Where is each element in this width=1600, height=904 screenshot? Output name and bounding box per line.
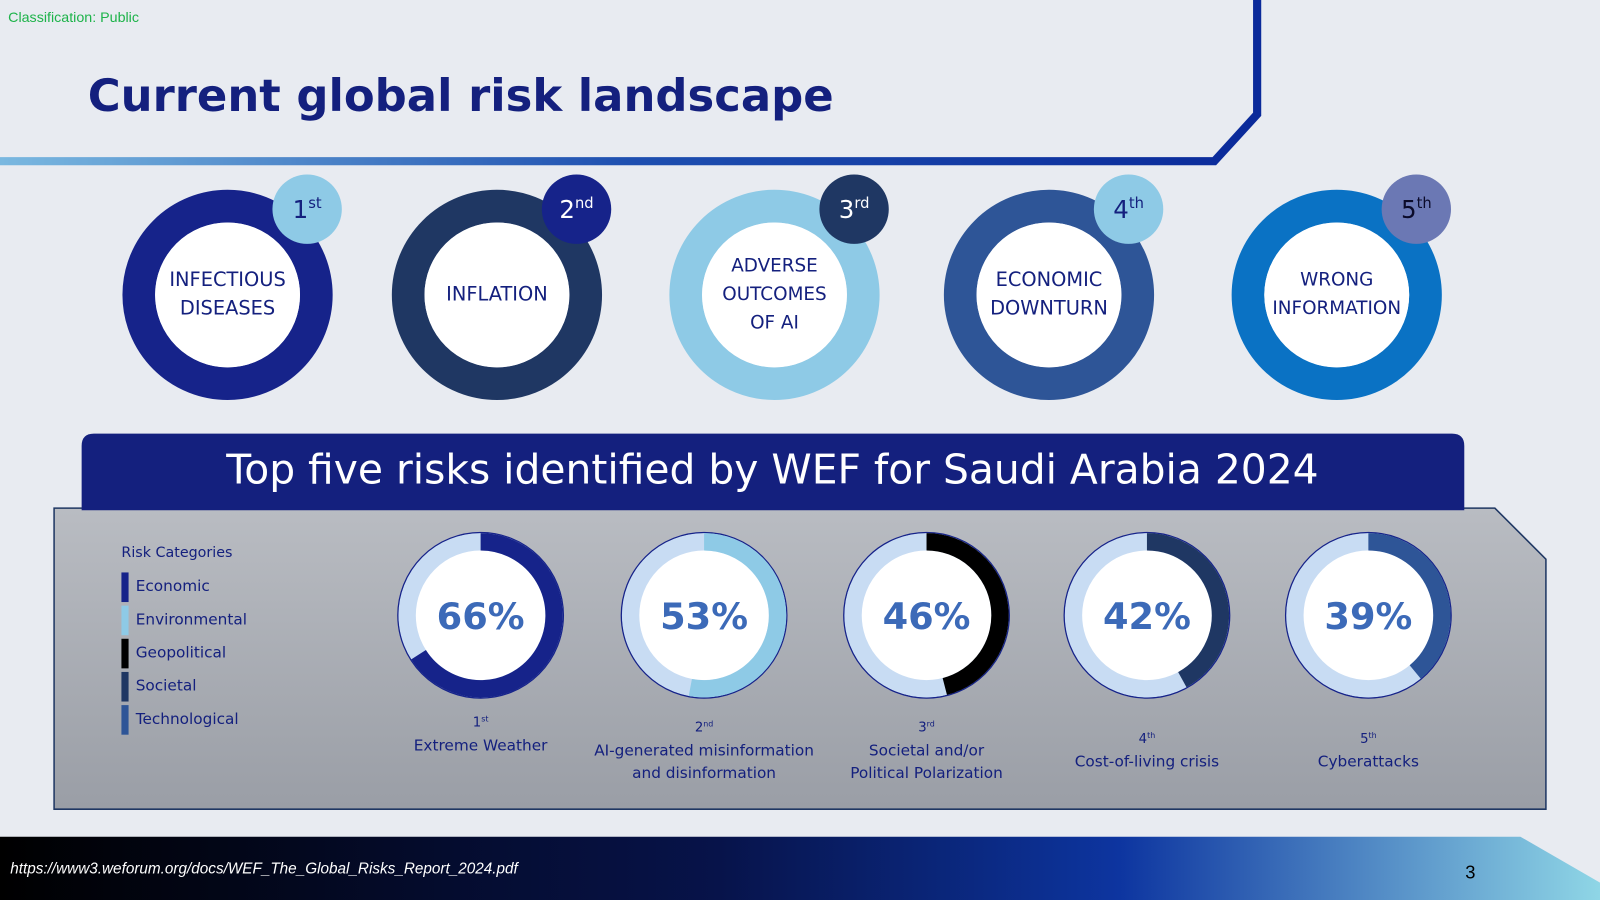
risk-ring (122, 189, 333, 400)
donut-inner (862, 551, 991, 680)
rank-suffix: rd (927, 719, 935, 728)
risk-label: INFORMATION (1272, 298, 1401, 319)
legend-label: Technological (135, 710, 239, 728)
rank-badge (541, 174, 612, 244)
rank-suffix: th (1129, 195, 1144, 212)
risk-name: Extreme Weather (414, 736, 548, 754)
risk-label: ADVERSE (731, 255, 818, 276)
risk-label: INFECTIOUS (169, 268, 285, 291)
risk-ring (943, 189, 1155, 400)
rank: 4th (1113, 195, 1144, 224)
risk-ring (391, 189, 603, 400)
risk-label: OF AI (750, 312, 799, 333)
donut-value: 53% (660, 595, 748, 638)
donut-arc (1368, 533, 1451, 679)
rank-number: 4 (1139, 732, 1147, 747)
risk-label: ECONOMIC (996, 268, 1103, 291)
rank-number: 1 (293, 195, 309, 224)
rank: 4th (1139, 730, 1156, 746)
classification: Classification: Public (8, 10, 139, 26)
donut-value: 39% (1324, 595, 1412, 638)
risk-name: and disinformation (632, 764, 776, 782)
donut-inner (1082, 551, 1212, 680)
risk-inner (976, 222, 1122, 368)
rank-badge (1381, 174, 1452, 244)
risk-name: Political Polarization (850, 764, 1003, 782)
risk-ring (669, 189, 880, 400)
legend-swatch (121, 671, 129, 702)
header-line (0, 0, 1262, 166)
rank: 5th (1401, 195, 1432, 224)
rank-number: 4 (1113, 195, 1129, 224)
rank: 3rd (918, 719, 935, 735)
legend-swatch (121, 572, 129, 603)
legend-swatch (121, 705, 129, 735)
rank-number: 1 (473, 715, 481, 730)
risk-label: INFLATION (446, 282, 548, 305)
risk-inner (1264, 222, 1410, 368)
legend-swatch (121, 638, 129, 669)
rank-number: 3 (918, 721, 926, 736)
risk-ring (1231, 189, 1442, 400)
risk-label: DOWNTURN (990, 297, 1108, 320)
rank-number: 3 (839, 195, 855, 224)
rank-number: 2 (695, 721, 703, 736)
risk-label: DISEASES (180, 297, 275, 320)
rank-suffix: th (1417, 195, 1432, 212)
rank-suffix: th (1147, 730, 1155, 739)
footer-bar (0, 836, 1600, 900)
rank-suffix: rd (854, 195, 869, 212)
donut-value: 66% (437, 595, 525, 638)
donut-value: 42% (1103, 595, 1191, 638)
source: https://www3.weforum.org/docs/WEF_The_Gl… (10, 860, 519, 877)
rank: 5th (1360, 730, 1377, 746)
rank: 1st (473, 714, 489, 730)
donut-arc (688, 533, 787, 698)
risk-label: WRONG (1300, 270, 1373, 291)
rank-badge (272, 174, 342, 244)
risk-name: Societal and/or (869, 742, 985, 760)
legend-label: Environmental (136, 610, 247, 628)
banner (81, 433, 1465, 511)
rank-suffix: st (308, 195, 322, 212)
rank-suffix: nd (703, 719, 713, 728)
risk-inner (155, 222, 300, 368)
risk-name: AI-generated misinformation (594, 742, 814, 760)
legend-label: Societal (136, 677, 197, 695)
title: Current global risk landscape (88, 69, 834, 122)
donut-value: 46% (883, 595, 971, 638)
donut-arc (411, 533, 563, 698)
rank: 1st (293, 195, 322, 224)
legend-label: Economic (136, 577, 210, 595)
banner-text: Top five risks identified by WEF for Sau… (225, 445, 1318, 493)
risk-label: OUTCOMES (722, 284, 826, 305)
donut-arc (1146, 533, 1230, 688)
legend-swatch (121, 605, 129, 636)
rank-suffix: st (481, 714, 488, 723)
risk-inner (702, 222, 847, 368)
rank-suffix: th (1369, 730, 1377, 739)
rank-number: 5 (1360, 732, 1368, 747)
rank: 2nd (695, 719, 714, 735)
rank-number: 5 (1401, 195, 1417, 224)
donut-inner (1304, 551, 1433, 680)
risk-name: Cyberattacks (1318, 753, 1419, 771)
legend-label: Geopolitical (136, 644, 226, 662)
legend-title: Risk Categories (121, 545, 232, 561)
rank-suffix: nd (575, 195, 594, 212)
rank-badge (819, 174, 889, 244)
rank-number: 2 (559, 195, 575, 224)
donut-inner (639, 551, 769, 680)
risk-inner (424, 222, 570, 368)
page-number: 3 (1465, 861, 1475, 882)
risk-name: Cost-of-living crisis (1075, 753, 1219, 771)
donut-arc (926, 533, 1009, 695)
rank: 2nd (559, 195, 593, 224)
donut-inner (416, 551, 545, 680)
rank: 3rd (839, 195, 870, 224)
rank-badge (1093, 174, 1164, 244)
